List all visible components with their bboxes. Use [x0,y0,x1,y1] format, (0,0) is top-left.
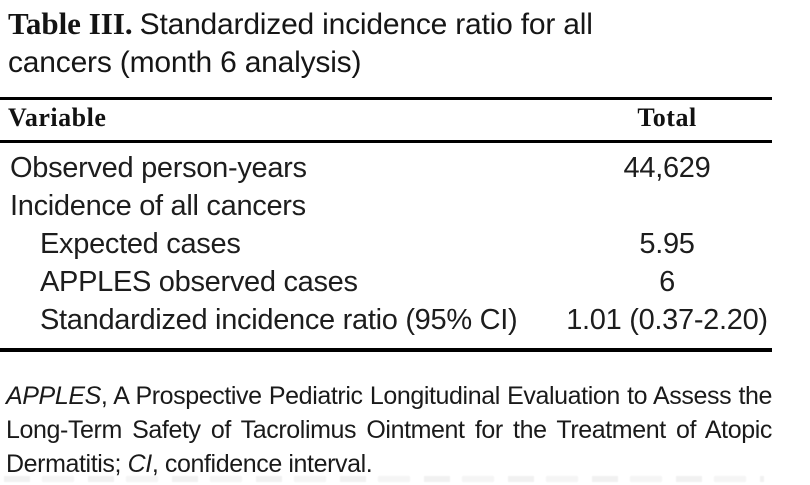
row-value: 5.95 [639,227,695,260]
table-row: Observed person-years 44,629 [0,149,772,187]
table-footnote: APPLES, A Prospective Pediatric Longitud… [0,379,772,481]
footnote-text: , confidence interval. [151,450,373,478]
table-row: Incidence of all cancers [0,187,772,225]
row-label: APPLES observed cases [40,265,358,298]
column-header-total: Total [637,103,697,132]
row-label: Expected cases [40,227,241,260]
footnote-text: , A Prospective Pediatric Longitudinal E… [6,382,772,478]
table-bottom-rule [0,348,772,352]
row-value: 6 [659,265,675,298]
footnote-abbreviation-ci: CI [127,450,153,478]
table-number-label: Table III. [8,6,133,41]
column-header-variable: Variable [8,103,107,132]
table-row: APPLES observed cases 6 [0,263,772,301]
row-label: Incidence of all cancers [10,189,306,222]
table-body: Observed person-years 44,629 Incidence o… [0,143,772,348]
scan-crop-artifact [4,476,764,482]
footnote-abbreviation-apples: APPLES [6,382,101,410]
table-row: Expected cases 5.95 [0,225,772,263]
table-title-text: Standardized incidence ratio for all can… [8,8,593,79]
row-label: Observed person-years [10,151,307,184]
row-value: 1.01 (0.37-2.20) [566,303,768,336]
table-top-rule [0,97,772,100]
table-row: Standardized incidence ratio (95% CI) 1.… [0,301,772,339]
table-header-rule [0,140,772,143]
table-title: Table III. Standardized incidence ratio f… [0,0,680,82]
table-header-row: Variable Total [0,100,772,140]
data-table: Variable Total Observed person-years 44,… [0,97,772,352]
row-value: 44,629 [623,151,711,184]
row-label: Standardized incidence ratio (95% CI) [40,303,518,336]
